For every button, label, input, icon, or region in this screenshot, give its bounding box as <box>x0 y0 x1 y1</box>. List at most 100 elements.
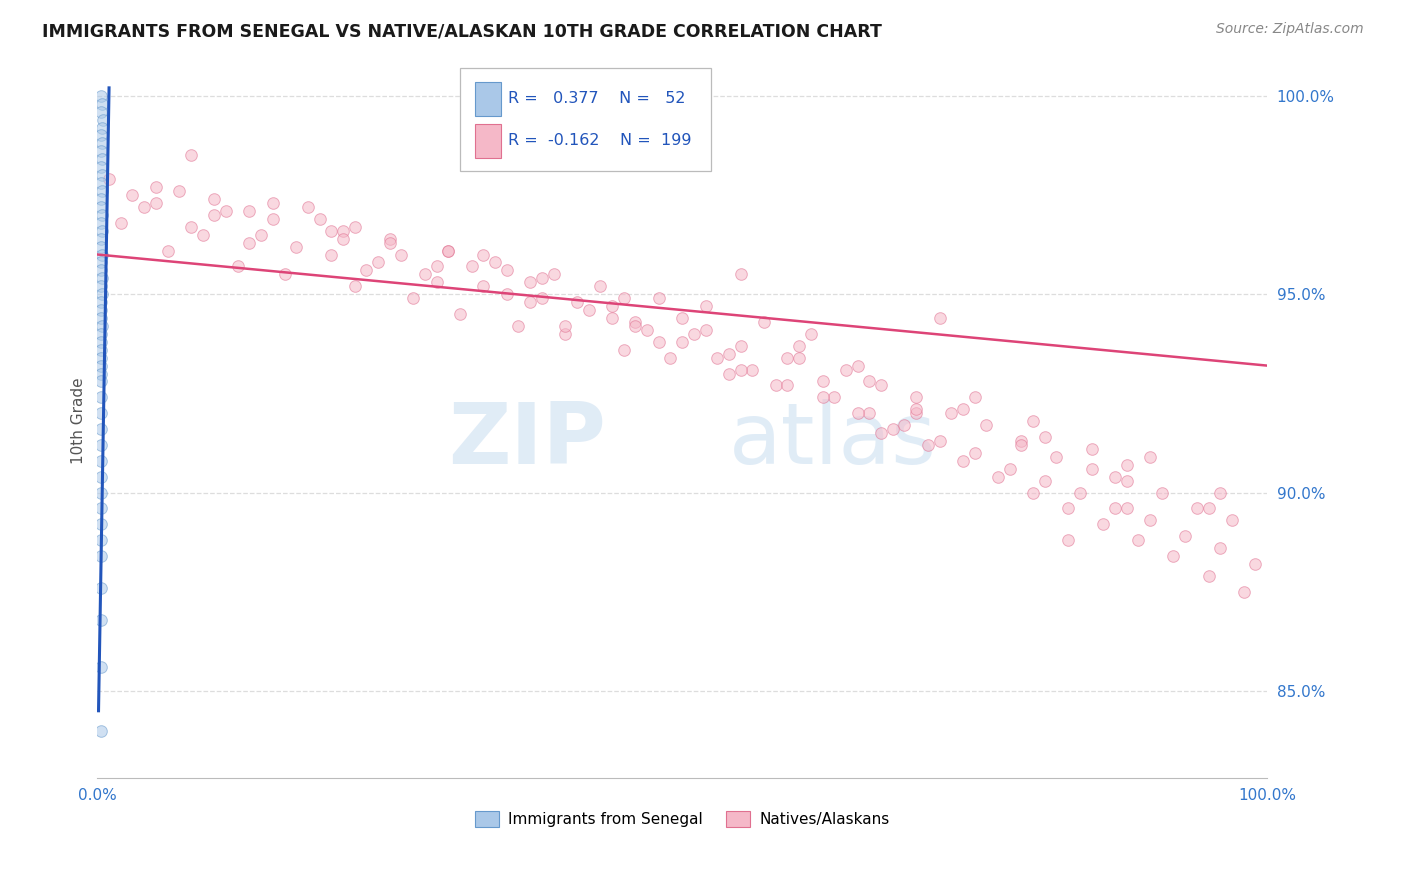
Point <box>145 195 167 210</box>
Point <box>90 501 112 516</box>
Point <box>191 227 214 242</box>
Point <box>90 232 112 246</box>
Point <box>671 310 693 325</box>
Point <box>730 339 752 353</box>
Point <box>91 168 114 182</box>
Point <box>449 307 471 321</box>
Point <box>91 208 114 222</box>
Point <box>90 351 112 365</box>
Point <box>1244 557 1267 571</box>
Point <box>202 208 225 222</box>
Point <box>554 326 576 341</box>
Point <box>238 203 260 218</box>
Point <box>90 454 112 468</box>
Point <box>90 485 112 500</box>
Point <box>90 176 112 190</box>
Point <box>1045 450 1067 464</box>
Point <box>321 247 343 261</box>
Point <box>238 235 260 250</box>
Point <box>495 287 517 301</box>
Point <box>250 227 273 242</box>
Text: atlas: atlas <box>728 400 936 483</box>
Point <box>578 303 600 318</box>
Point <box>800 326 823 341</box>
Point <box>378 232 401 246</box>
Point <box>90 263 112 277</box>
Point <box>90 200 112 214</box>
Point <box>917 438 939 452</box>
Point <box>262 195 284 210</box>
Point <box>90 367 112 381</box>
Point <box>91 153 114 167</box>
Point <box>202 192 225 206</box>
Point <box>624 315 647 329</box>
Point <box>91 96 114 111</box>
Point <box>554 318 576 333</box>
Point <box>90 549 112 563</box>
Point <box>121 188 143 202</box>
Point <box>1104 501 1126 516</box>
Point <box>941 406 963 420</box>
Point <box>589 279 612 293</box>
Point <box>905 402 928 417</box>
Point <box>1057 501 1080 516</box>
Point <box>893 418 915 433</box>
Point <box>134 200 156 214</box>
Point <box>543 268 565 282</box>
Point <box>378 235 401 250</box>
Point <box>613 291 636 305</box>
Point <box>870 425 893 440</box>
Point <box>356 263 378 277</box>
FancyBboxPatch shape <box>475 82 501 116</box>
Point <box>519 275 541 289</box>
Point <box>776 351 799 365</box>
Point <box>1220 513 1243 527</box>
Y-axis label: 10th Grade: 10th Grade <box>72 378 86 465</box>
Point <box>321 224 343 238</box>
Point <box>180 219 202 234</box>
Point <box>90 390 112 404</box>
Point <box>90 239 112 253</box>
Point <box>1057 533 1080 548</box>
Point <box>765 378 787 392</box>
Point <box>90 375 112 389</box>
Point <box>1139 450 1161 464</box>
Point <box>636 323 658 337</box>
Point <box>905 406 928 420</box>
Point <box>1033 430 1056 444</box>
Point <box>1080 462 1102 476</box>
Point <box>870 378 893 392</box>
Point <box>91 112 114 127</box>
Point <box>1198 569 1220 583</box>
Point <box>90 303 112 318</box>
Point <box>928 310 950 325</box>
Point <box>882 422 904 436</box>
Point <box>90 359 112 373</box>
Point <box>858 406 880 420</box>
Point <box>671 334 693 349</box>
Point <box>811 375 834 389</box>
Point <box>858 375 880 389</box>
Point <box>90 310 112 325</box>
Point <box>1069 485 1091 500</box>
Point <box>1080 442 1102 456</box>
Point <box>285 239 308 253</box>
Point <box>145 180 167 194</box>
Point <box>90 343 112 357</box>
Point <box>1139 513 1161 527</box>
Point <box>91 224 114 238</box>
Point <box>1010 438 1032 452</box>
Point <box>297 200 319 214</box>
Point <box>91 136 114 151</box>
Point <box>846 359 869 373</box>
Point <box>1033 474 1056 488</box>
Point <box>695 323 717 337</box>
Point <box>472 279 495 293</box>
Point <box>391 247 413 261</box>
Legend: Immigrants from Senegal, Natives/Alaskans: Immigrants from Senegal, Natives/Alaskan… <box>467 804 897 835</box>
Point <box>508 318 530 333</box>
Text: IMMIGRANTS FROM SENEGAL VS NATIVE/ALASKAN 10TH GRADE CORRELATION CHART: IMMIGRANTS FROM SENEGAL VS NATIVE/ALASKA… <box>42 22 882 40</box>
Point <box>332 232 354 246</box>
Point <box>835 362 858 376</box>
Point <box>262 211 284 226</box>
